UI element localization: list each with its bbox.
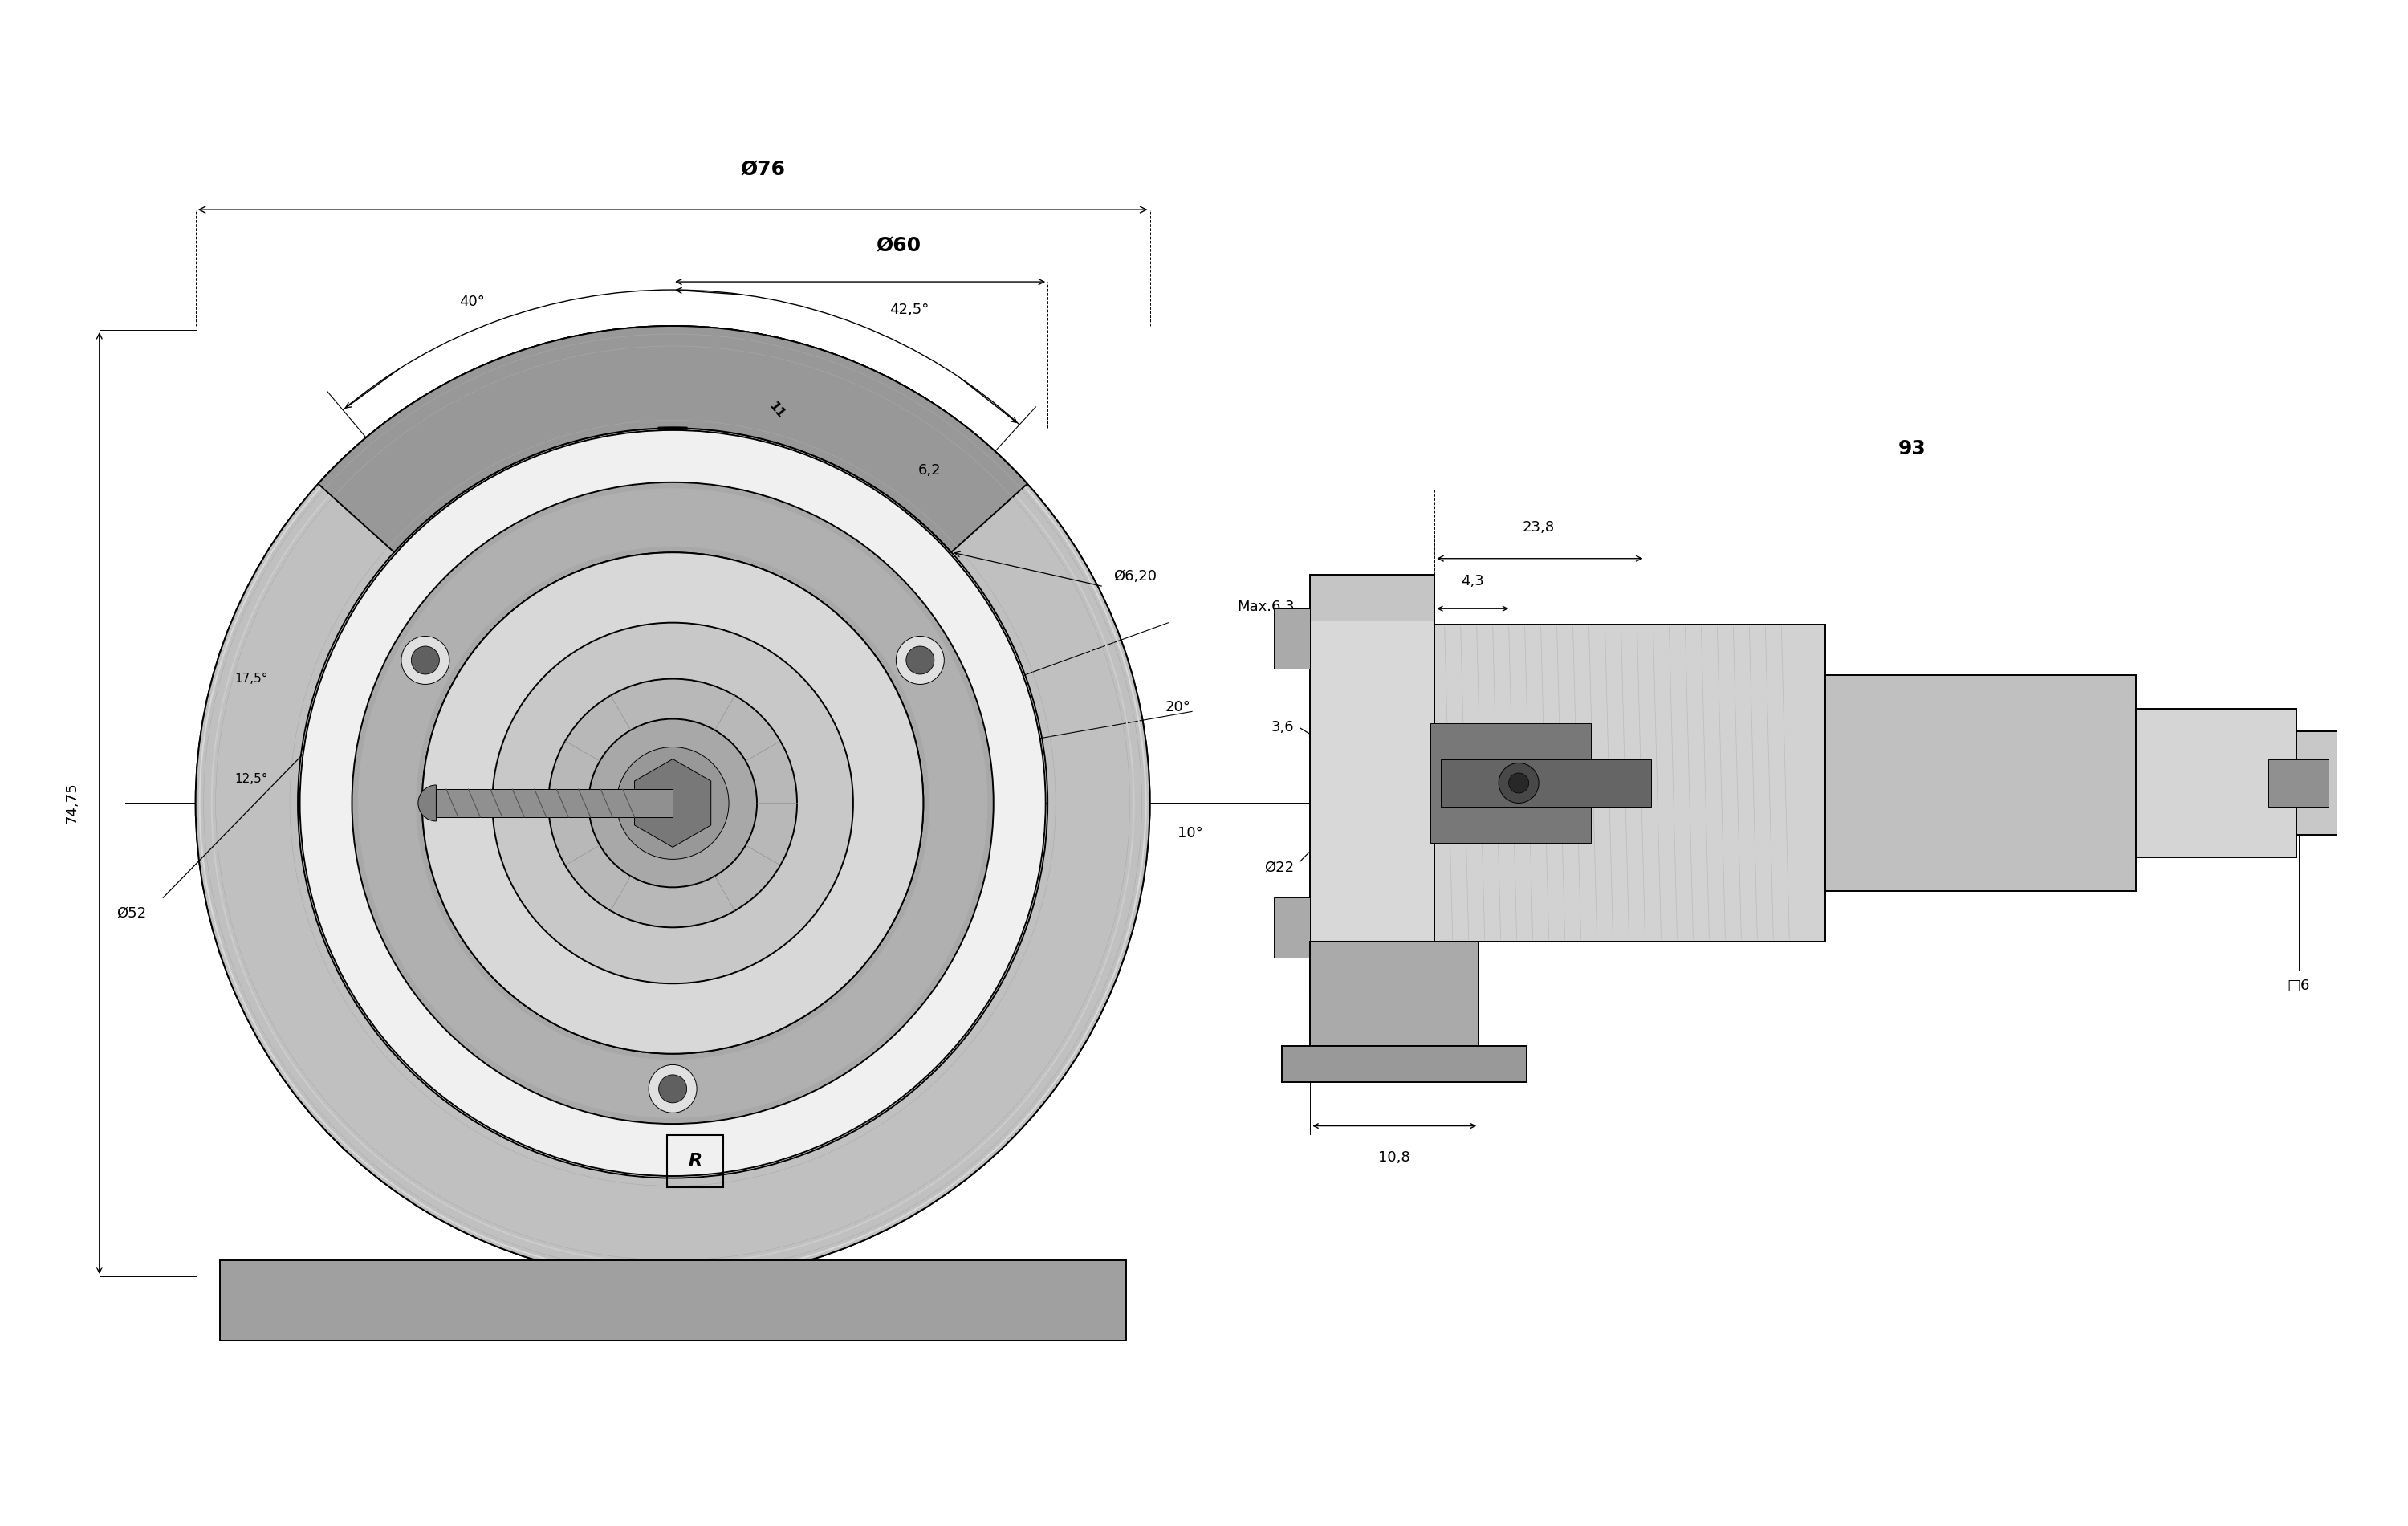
Text: M8: M8: [366, 839, 388, 855]
Text: Ø76: Ø76: [742, 160, 785, 180]
Circle shape: [421, 552, 922, 1054]
Text: □6: □6: [2288, 978, 2309, 993]
Text: 4,3: 4,3: [1462, 574, 1483, 589]
Circle shape: [648, 1065, 696, 1112]
Text: Ø6,20: Ø6,20: [1115, 569, 1158, 584]
Wedge shape: [352, 482, 995, 1123]
Polygon shape: [2136, 710, 2297, 858]
Polygon shape: [1310, 574, 1435, 992]
Polygon shape: [219, 1260, 1127, 1340]
Wedge shape: [419, 784, 436, 821]
Circle shape: [905, 645, 934, 674]
Text: 42,5°: 42,5°: [889, 302, 929, 317]
Text: Ø60: Ø60: [877, 237, 922, 256]
Text: R: R: [689, 1154, 701, 1169]
Polygon shape: [1440, 758, 1652, 807]
Text: 10,8: 10,8: [1377, 1151, 1411, 1164]
Polygon shape: [636, 758, 710, 847]
Text: Ø12: Ø12: [1305, 900, 1334, 914]
Circle shape: [195, 327, 1151, 1280]
Text: 23,8: 23,8: [1522, 520, 1556, 534]
Polygon shape: [1310, 621, 1435, 946]
Circle shape: [896, 636, 944, 684]
Circle shape: [402, 636, 450, 684]
Circle shape: [412, 645, 438, 674]
Circle shape: [1510, 774, 1529, 794]
Text: 12,5°: 12,5°: [234, 774, 267, 784]
Polygon shape: [1274, 897, 1310, 957]
Text: Max.6,3: Max.6,3: [1238, 600, 1293, 613]
Text: 3,6: 3,6: [1271, 720, 1293, 734]
Text: 6,2: 6,2: [917, 462, 942, 478]
Polygon shape: [1310, 942, 1479, 1045]
Text: 55°: 55°: [424, 1260, 448, 1276]
Text: 40°: 40°: [460, 295, 484, 310]
Text: 17,5°: 17,5°: [234, 673, 267, 685]
Circle shape: [588, 719, 756, 887]
Circle shape: [549, 679, 797, 928]
Circle shape: [1498, 763, 1539, 803]
Polygon shape: [436, 789, 672, 816]
Polygon shape: [318, 327, 1028, 552]
Text: Ø52: Ø52: [116, 906, 147, 920]
Bar: [667, 1135, 722, 1187]
Polygon shape: [1435, 624, 1825, 942]
Wedge shape: [195, 327, 1151, 1280]
Polygon shape: [1825, 674, 2136, 891]
Polygon shape: [1430, 723, 1592, 844]
Text: Ø22: Ø22: [1264, 861, 1293, 874]
Text: 55°: 55°: [896, 1260, 922, 1276]
Polygon shape: [2297, 731, 2348, 835]
Polygon shape: [1274, 609, 1310, 668]
Circle shape: [616, 746, 730, 859]
Text: 11: 11: [768, 400, 787, 421]
Circle shape: [491, 623, 852, 984]
Text: 74,75: 74,75: [65, 783, 79, 824]
Polygon shape: [1281, 1045, 1527, 1082]
Text: 93: 93: [1898, 439, 1926, 458]
Polygon shape: [2268, 758, 2329, 807]
Circle shape: [301, 430, 1045, 1177]
Wedge shape: [359, 488, 987, 1119]
Circle shape: [660, 1074, 686, 1103]
Text: 20°: 20°: [1165, 699, 1190, 714]
Text: 10°: 10°: [1178, 826, 1202, 841]
